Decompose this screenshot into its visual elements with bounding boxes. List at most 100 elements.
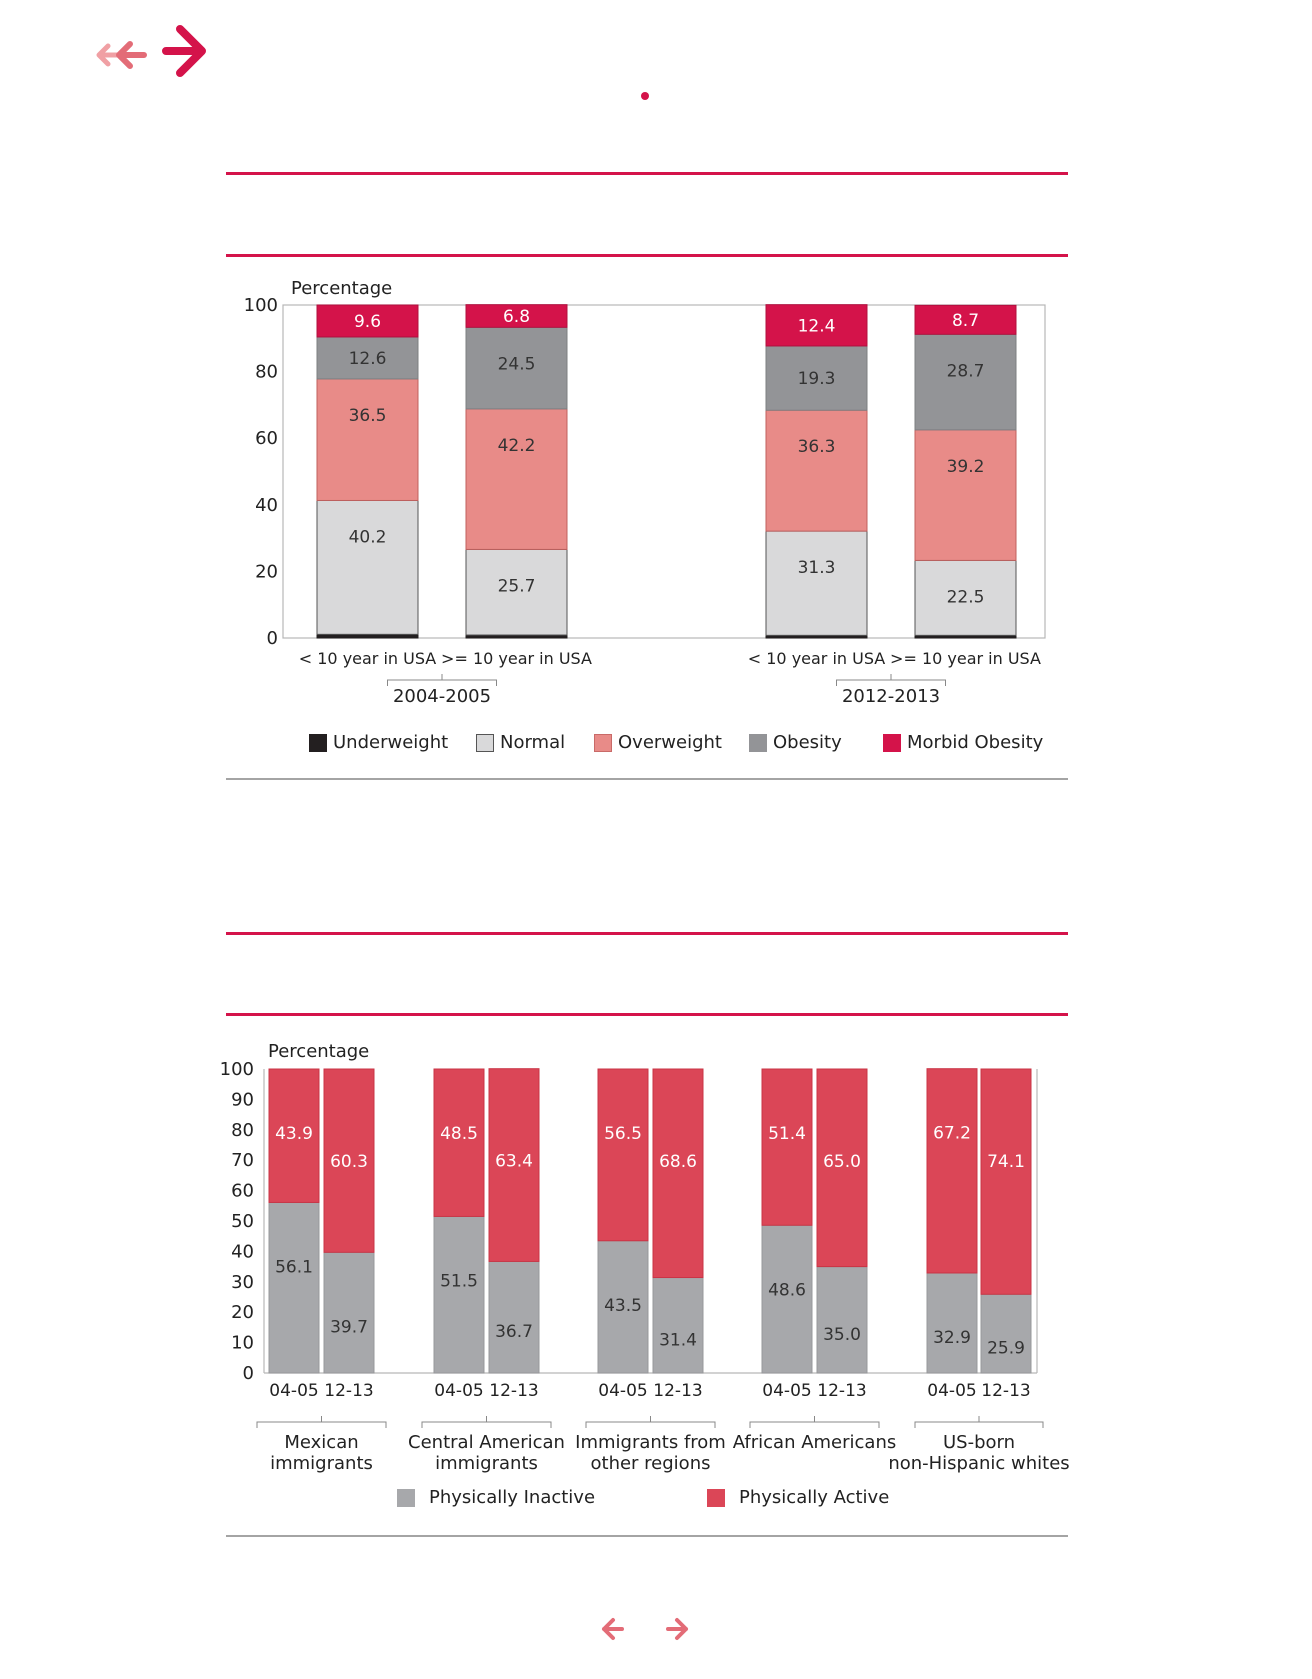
chart2-y-tick-100: 100: [220, 1059, 254, 1080]
chart2-x-tick-5: 12-13: [653, 1381, 702, 1401]
next-page-arrow-icon[interactable]: [664, 1617, 690, 1641]
legend-swatch-physically-active: [707, 1488, 725, 1507]
chart1-bar-obesity-2: [765, 345, 868, 411]
chart1-data-label-obesity-2: 19.3: [798, 369, 836, 389]
chart1-bar-overweight-0: [316, 378, 419, 501]
legend-label-obesity: Obesity: [773, 732, 842, 753]
chart2-group-label-4-line-0: US-born: [943, 1432, 1015, 1453]
chart2-data-label-physically-active-0: 43.9: [275, 1124, 313, 1144]
chart2-bar-physically-inactive-8: [926, 1272, 978, 1374]
legend-label-normal: Normal: [500, 732, 566, 753]
chart1-y-tick-80: 80: [255, 362, 278, 383]
legend-item-obesity: Obesity: [749, 732, 842, 753]
legend-item-physically-inactive: Physically Inactive: [397, 1487, 595, 1508]
legend-item-overweight: Overweight: [594, 732, 722, 753]
chart1-bar-obesity-3: [914, 333, 1017, 431]
back-double-chevron-icon[interactable]: [92, 40, 148, 70]
chart1-bar-morbid-obesity-0: [316, 304, 419, 338]
chart2-data-label-physically-inactive-5: 31.4: [659, 1330, 697, 1350]
chart1-bar-morbid-obesity-1: [465, 304, 568, 328]
chart2-bar-physically-inactive-3: [488, 1260, 540, 1374]
chart2-data-label-physically-active-5: 68.6: [659, 1152, 697, 1172]
legend-swatch-physically-inactive: [397, 1488, 415, 1507]
chart1-top-rule: [226, 172, 1068, 175]
chart1-plot-frame: [282, 304, 1046, 639]
chart2-group-label-2-line-1: other regions: [591, 1453, 711, 1474]
chart2-data-label-physically-inactive-2: 51.5: [440, 1271, 478, 1291]
chart2-bar-physically-inactive-2: [433, 1215, 485, 1374]
chart2-bar-physically-active-5: [652, 1068, 704, 1279]
chart2-data-label-physically-inactive-6: 48.6: [768, 1280, 806, 1300]
chart1-data-label-obesity-1: 24.5: [498, 354, 536, 374]
chart2-bar-physically-inactive-9: [980, 1293, 1032, 1374]
previous-page-arrow-icon[interactable]: [600, 1617, 626, 1641]
chart1-data-label-overweight-3: 39.2: [947, 457, 985, 477]
chart1-data-label-overweight-0: 36.5: [349, 406, 387, 426]
chart2-data-label-physically-active-8: 67.2: [933, 1124, 971, 1144]
legend-label-underweight: Underweight: [333, 732, 449, 753]
chart2-bar-physically-active-6: [761, 1068, 813, 1226]
legend-label-physically-active: Physically Active: [739, 1487, 890, 1508]
chart2-data-label-physically-inactive-0: 56.1: [275, 1257, 313, 1277]
chart1-data-label-overweight-2: 36.3: [798, 437, 836, 457]
chart2-y-tick-70: 70: [231, 1150, 254, 1171]
chart2-data-label-physically-active-6: 51.4: [768, 1124, 806, 1144]
chart1-bar-normal-3: [914, 559, 1017, 636]
chart2-data-label-physically-inactive-4: 43.5: [604, 1296, 642, 1316]
chart2-group-label-2-line-0: Immigrants from: [575, 1432, 726, 1453]
chart2-bar-physically-active-7: [816, 1068, 868, 1268]
chart2-x-tick-6: 04-05: [762, 1381, 811, 1401]
chart1-data-label-morbid-obesity-1: 6.8: [503, 307, 530, 327]
chart2-data-label-physically-active-2: 48.5: [440, 1124, 478, 1144]
chart2-bar-physically-inactive-4: [597, 1240, 649, 1374]
chart2-data-label-physically-inactive-1: 39.7: [330, 1318, 368, 1338]
chart2-bar-physically-inactive-5: [652, 1277, 704, 1374]
chart1-bar-normal-0: [316, 499, 419, 635]
page-indicator-dot: [641, 92, 649, 100]
chart2-data-label-physically-inactive-8: 32.9: [933, 1328, 971, 1348]
chart2-top-rule: [226, 932, 1068, 935]
chart1-bar-obesity-0: [316, 336, 419, 380]
chart1-bar-morbid-obesity-2: [765, 304, 868, 347]
legend-swatch-obesity: [749, 733, 767, 752]
chart2-bottom-rule: [226, 1535, 1068, 1537]
chart2-data-label-physically-inactive-7: 35.0: [823, 1325, 861, 1345]
chart2-data-label-physically-inactive-9: 25.9: [987, 1339, 1025, 1359]
chart2-x-tick-8: 04-05: [927, 1381, 976, 1401]
chart1-group-bracket-0: [387, 674, 497, 686]
legend-label-overweight: Overweight: [618, 732, 722, 753]
chart2-data-label-physically-active-4: 56.5: [604, 1124, 642, 1144]
chart2-group-bracket-1: [421, 1416, 552, 1428]
chart1-bar-overweight-1: [465, 408, 568, 550]
chart2-x-tick-1: 12-13: [324, 1381, 373, 1401]
chart2-bar-physically-active-9: [980, 1068, 1032, 1295]
chart2-data-label-physically-inactive-3: 36.7: [495, 1322, 533, 1342]
chart2-x-tick-4: 04-05: [598, 1381, 647, 1401]
legend-swatch-overweight: [594, 733, 612, 752]
legend-item-normal: Normal: [476, 732, 565, 753]
forward-arrow-icon[interactable]: [160, 24, 216, 80]
chart2-bar-physically-inactive-7: [816, 1266, 868, 1374]
chart2-title-rule: [226, 1013, 1068, 1016]
legend-item-morbid-obesity: Morbid Obesity: [883, 732, 1043, 753]
chart2-x-tick-3: 12-13: [489, 1381, 538, 1401]
chart2-x-tick-2: 04-05: [434, 1381, 483, 1401]
chart2-x-tick-7: 12-13: [817, 1381, 866, 1401]
chart2-bar-physically-active-4: [597, 1068, 649, 1242]
chart2-data-label-physically-active-3: 63.4: [495, 1152, 533, 1172]
chart1-y-tick-60: 60: [255, 428, 278, 449]
chart2-y-tick-10: 10: [231, 1333, 254, 1354]
chart2-y-tick-20: 20: [231, 1302, 254, 1323]
chart2-y-tick-40: 40: [231, 1241, 254, 1262]
chart1-x-tick-0: < 10 year in USA: [299, 649, 437, 668]
chart2-bar-physically-active-2: [433, 1068, 485, 1217]
chart2-y-tick-80: 80: [231, 1120, 254, 1141]
chart1-bottom-rule: [226, 778, 1068, 780]
chart1-bar-overweight-3: [914, 429, 1017, 561]
chart2-group-label-1-line-0: Central American: [408, 1432, 565, 1453]
chart2-x-tick-9: 12-13: [981, 1381, 1030, 1401]
chart2-group-label-0-line-1: immigrants: [270, 1453, 373, 1474]
chart1-bar-morbid-obesity-3: [914, 304, 1017, 335]
chart1-data-label-normal-3: 22.5: [947, 587, 985, 607]
chart1-group-label-2004-2005: 2004-2005: [393, 686, 491, 707]
